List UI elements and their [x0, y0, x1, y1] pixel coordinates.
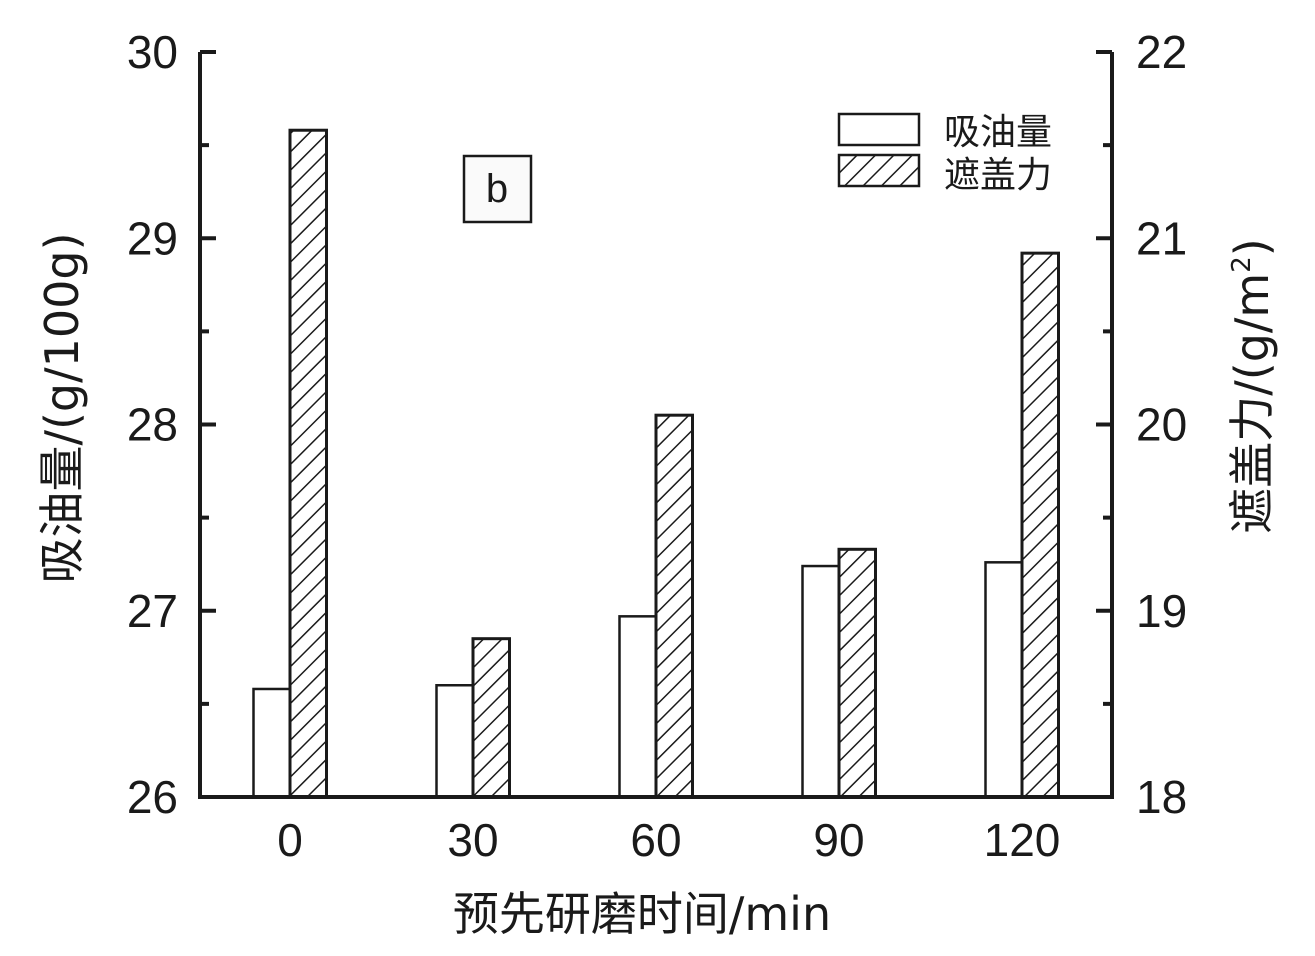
- bar-hiding-power-60: [654, 413, 694, 799]
- bar-oil-absorption-0: [252, 687, 292, 799]
- panel-label: b: [486, 167, 508, 211]
- left-tick-label: 30: [127, 26, 178, 78]
- bar-oil-absorption-60: [618, 615, 658, 799]
- right-tick-label: 18: [1136, 771, 1187, 823]
- right-y-axis-title: 遮盖力/(g/m2): [1225, 238, 1279, 533]
- x-axis-title: 预先研磨时间/min: [453, 887, 831, 941]
- bar-hiding-power-120: [1020, 251, 1060, 799]
- axes-layer: [198, 50, 1114, 799]
- right-tick-label: 20: [1136, 399, 1187, 451]
- bars-layer: [252, 128, 1060, 799]
- x-tick-label: 0: [277, 814, 303, 866]
- bar-hiding-power-90: [837, 547, 877, 799]
- left-y-axis-title: 吸油量/(g/100g): [35, 232, 89, 583]
- right-tick-label: 22: [1136, 26, 1187, 78]
- legend-label-hiding-power: 遮盖力: [944, 155, 1052, 196]
- left-tick-label: 28: [127, 399, 178, 451]
- bar-oil-absorption-120: [984, 561, 1024, 799]
- panel-label-box: [462, 154, 533, 224]
- left-tick-label: 27: [127, 585, 178, 637]
- legend-swatch-oil-absorption: [837, 112, 921, 147]
- bar-oil-absorption-30: [435, 684, 475, 799]
- left-tick-label: 26: [127, 771, 178, 823]
- right-tick-label: 19: [1136, 585, 1187, 637]
- x-tick-label: 30: [447, 814, 498, 866]
- bar-hiding-power-0: [288, 128, 328, 799]
- x-tick-label: 120: [984, 814, 1061, 866]
- x-tick-label: 90: [813, 814, 864, 866]
- bar-oil-absorption-90: [801, 564, 841, 799]
- x-tick-label: 60: [630, 814, 681, 866]
- left-tick-label: 29: [127, 212, 178, 264]
- right-tick-label: 21: [1136, 212, 1187, 264]
- text-layer: 26 27 28 29 30 18 19 20 21 22 0 30 60 90 120 预先研磨时间/min…: [35, 26, 1279, 941]
- legend-label-oil-absorption: 吸油量: [944, 112, 1052, 153]
- bar-hiding-power-30: [471, 637, 511, 799]
- legend-swatch-hiding-power: [837, 153, 921, 188]
